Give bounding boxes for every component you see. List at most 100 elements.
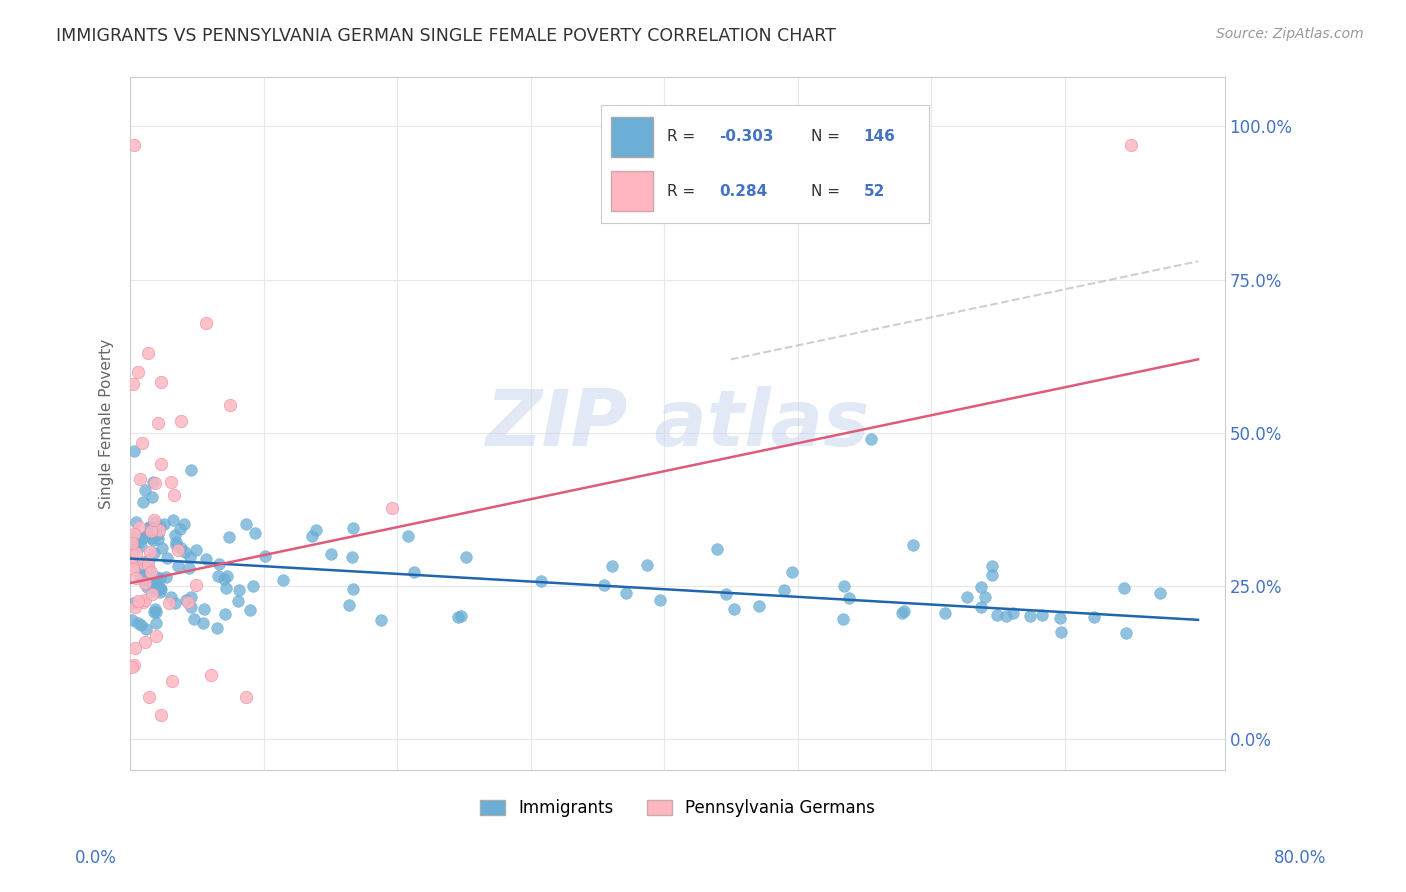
Point [149, 571, 172, 585]
Point [214, 572, 236, 586]
Point [121, 376, 143, 391]
Point [159, 590, 181, 604]
Point [773, 583, 796, 598]
Point [121, 614, 143, 628]
Point [149, 519, 172, 533]
Point [319, 547, 342, 561]
Point [174, 592, 197, 607]
Point [167, 543, 190, 558]
Point [337, 598, 360, 612]
Point [127, 594, 149, 608]
Point [177, 561, 200, 575]
Y-axis label: Single Female Poverty: Single Female Poverty [100, 339, 114, 508]
Point [132, 555, 155, 569]
Point [956, 590, 979, 604]
Point [143, 606, 166, 620]
Point [780, 566, 803, 580]
Point [146, 581, 169, 595]
Point [134, 576, 156, 591]
Point [138, 557, 160, 571]
Text: IMMIGRANTS VS PENNSYLVANIA GERMAN SINGLE FEMALE POVERTY CORRELATION CHART: IMMIGRANTS VS PENNSYLVANIA GERMAN SINGLE… [56, 27, 837, 45]
Point [125, 527, 148, 541]
Point [135, 622, 157, 636]
Point [163, 596, 186, 610]
Point [129, 539, 152, 553]
Point [934, 606, 956, 620]
Point [134, 529, 156, 543]
Point [173, 545, 195, 559]
Point [970, 581, 993, 595]
Point [748, 599, 770, 614]
Point [141, 532, 163, 546]
Point [169, 522, 191, 536]
Point [150, 541, 173, 555]
Point [127, 536, 149, 550]
Point [127, 616, 149, 631]
Point [125, 571, 148, 585]
Point [970, 599, 993, 614]
Point [901, 538, 924, 552]
Point [149, 585, 172, 599]
Point [208, 558, 231, 572]
Point [1049, 611, 1071, 625]
Point [139, 545, 162, 559]
Point [636, 558, 658, 573]
Point [129, 569, 152, 583]
Point [148, 524, 170, 538]
Point [145, 570, 167, 584]
Point [149, 581, 172, 595]
Point [447, 610, 470, 624]
Point [1083, 610, 1105, 624]
Point [138, 519, 160, 533]
Point [146, 532, 169, 546]
Point [142, 533, 165, 548]
Point [156, 550, 179, 565]
Point [530, 574, 553, 588]
Point [593, 578, 616, 592]
Point [131, 556, 153, 570]
Point [832, 579, 855, 593]
Point [141, 490, 163, 504]
Text: Source: ZipAtlas.com: Source: ZipAtlas.com [1216, 27, 1364, 41]
Point [194, 316, 217, 330]
Point [193, 602, 215, 616]
Point [974, 591, 997, 605]
Point [1031, 608, 1053, 623]
Point [132, 595, 155, 609]
Point [184, 543, 207, 558]
Text: ZIP atlas: ZIP atlas [485, 385, 870, 462]
Point [134, 635, 156, 649]
Point [180, 463, 202, 477]
Point [253, 549, 276, 563]
Point [890, 606, 912, 620]
Point [142, 475, 165, 489]
Point [838, 591, 860, 605]
Point [342, 582, 364, 596]
Point [141, 586, 163, 600]
Point [215, 569, 238, 583]
Point [122, 547, 145, 561]
Point [218, 530, 240, 544]
Point [138, 552, 160, 566]
Point [153, 516, 176, 531]
Point [600, 559, 623, 574]
Point [235, 690, 257, 704]
Point [122, 444, 145, 458]
Point [124, 137, 146, 152]
Point [155, 570, 177, 584]
Point [1001, 607, 1024, 621]
Point [242, 578, 264, 592]
Legend: Immigrants, Pennsylvania Germans: Immigrants, Pennsylvania Germans [474, 793, 882, 824]
Point [121, 535, 143, 549]
Point [131, 435, 153, 450]
Point [723, 602, 745, 616]
Point [200, 668, 222, 682]
Point [121, 659, 143, 673]
Point [141, 580, 163, 594]
Point [160, 475, 183, 489]
Point [301, 529, 323, 543]
Point [207, 568, 229, 582]
Point [145, 615, 167, 630]
Point [128, 561, 150, 575]
Point [176, 595, 198, 609]
